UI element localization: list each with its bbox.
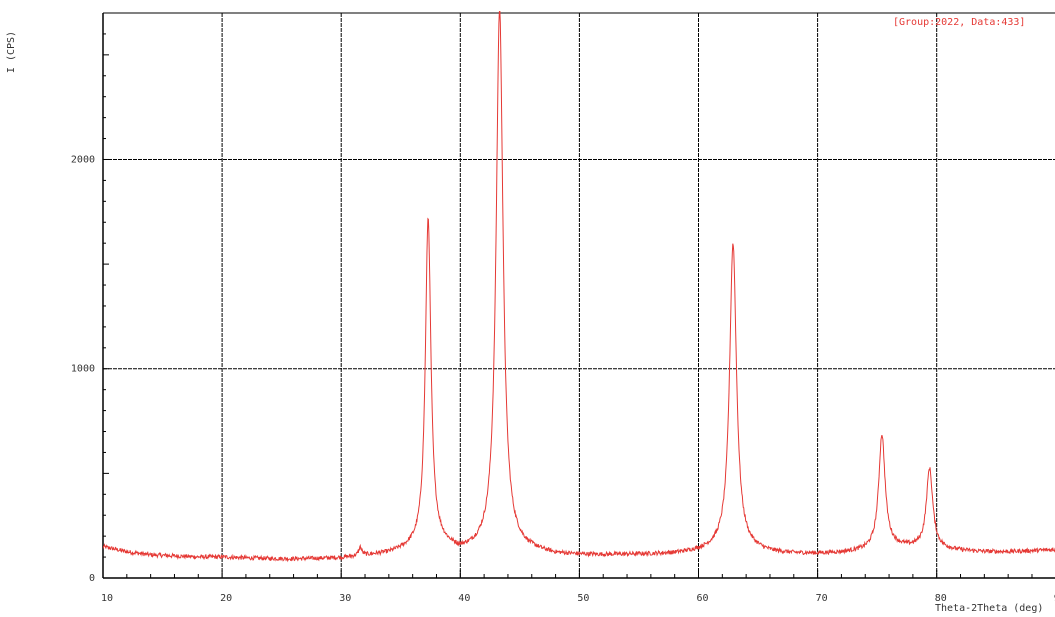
minor-tick-marks: [102, 12, 1033, 579]
x-axis-title: Theta-2Theta (deg): [935, 603, 1043, 614]
tick-labels: 10 20 30 40 50 60 70 80 90 0 1000 2000: [71, 154, 1055, 604]
axes: [102, 12, 1055, 579]
x-tick-label-70: 70: [816, 593, 828, 604]
x-tick-label-40: 40: [458, 593, 470, 604]
x-tick-label-80: 80: [935, 593, 947, 604]
series-layer: [103, 11, 1055, 563]
y-tick-label-1000: 1000: [71, 364, 95, 375]
y-tick-label-2000: 2000: [71, 154, 95, 165]
y-axis-title: I (CPS): [6, 31, 17, 73]
x-tick-label-10: 10: [101, 593, 113, 604]
xrd-intensity-line: [103, 11, 1055, 563]
y-tick-label-0: 0: [89, 573, 95, 584]
group-data-annotation: [Group:2022, Data:433]: [893, 17, 1025, 28]
x-tick-label-50: 50: [577, 593, 589, 604]
x-tick-label-60: 60: [697, 593, 709, 604]
x-tick-label-20: 20: [220, 593, 232, 604]
x-tick-label-90: 90: [1054, 593, 1055, 604]
grid-lines: [103, 13, 1055, 578]
x-tick-label-30: 30: [339, 593, 351, 604]
